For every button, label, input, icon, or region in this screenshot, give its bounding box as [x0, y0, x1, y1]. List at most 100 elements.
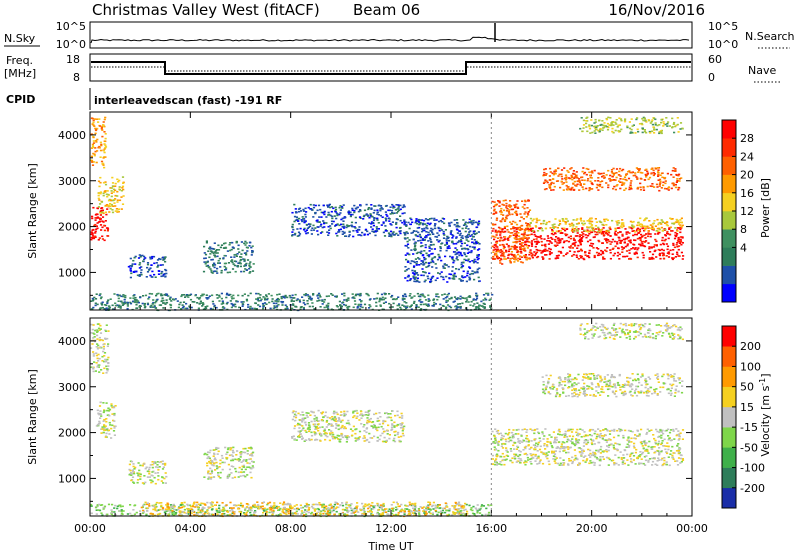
range-gate-cell — [280, 296, 283, 298]
range-gate-cell — [652, 169, 655, 172]
range-gate-cell — [359, 209, 362, 211]
freq-label-line2: [MHz] — [4, 67, 36, 80]
range-gate-cell — [403, 511, 406, 514]
range-gate-cell — [595, 231, 599, 234]
range-gate-cell — [611, 175, 614, 178]
range-gate-cell — [353, 209, 356, 212]
range-gate-cell — [435, 219, 438, 221]
range-gate-cell — [673, 222, 676, 224]
range-gate-cell — [245, 252, 248, 254]
range-gate-cell — [663, 239, 666, 242]
range-gate-cell — [101, 238, 104, 240]
range-gate-cell — [552, 182, 555, 185]
range-gate-cell — [602, 256, 605, 258]
range-gate-cell — [403, 509, 406, 512]
range-gate-cell — [392, 302, 395, 305]
range-gate-cell — [124, 294, 127, 297]
range-gate-cell — [293, 215, 297, 218]
range-gate-cell — [560, 232, 563, 234]
range-gate-cell — [478, 243, 481, 245]
range-gate-cell — [555, 230, 558, 233]
range-gate-cell — [400, 308, 403, 310]
range-gate-cell — [369, 215, 372, 217]
range-gate-cell — [162, 256, 165, 259]
range-gate-cell — [499, 244, 502, 246]
range-gate-cell — [465, 299, 469, 301]
range-gate-cell — [498, 250, 501, 252]
range-gate-cell — [241, 506, 244, 508]
range-gate-cell — [605, 239, 608, 242]
range-gate-cell — [354, 514, 357, 516]
range-gate-cell — [238, 261, 241, 264]
range-gate-cell — [452, 301, 455, 303]
range-gate-cell — [417, 218, 420, 221]
range-gate-cell — [629, 184, 632, 186]
range-gate-cell — [600, 249, 603, 252]
range-gate-cell — [380, 224, 383, 226]
range-gate-cell — [628, 170, 631, 173]
range-gate-cell — [356, 502, 359, 504]
range-gate-cell — [417, 221, 420, 223]
range-gate-cell — [496, 248, 499, 250]
range-gate-cell — [203, 252, 206, 254]
range-gate-cell — [645, 240, 648, 242]
range-gate-cell — [572, 224, 575, 226]
range-gate-cell — [431, 266, 434, 268]
range-gate-cell — [160, 294, 163, 297]
range-gate-cell — [571, 178, 574, 181]
range-gate-cell — [90, 300, 93, 302]
range-gate-cell — [141, 254, 144, 257]
range-gate-cell — [228, 243, 231, 246]
range-gate-cell — [610, 171, 613, 173]
range-gate-cell — [292, 304, 295, 307]
range-gate-cell — [172, 503, 175, 506]
range-gate-cell — [339, 504, 342, 507]
range-gate-cell — [628, 186, 631, 189]
range-gate-cell — [603, 220, 606, 223]
range-gate-cell — [248, 264, 251, 267]
range-gate-cell — [503, 239, 506, 241]
range-gate-cell — [553, 223, 556, 226]
range-gate-cell — [366, 510, 370, 513]
range-gate-cell — [111, 209, 114, 211]
range-gate-cell — [622, 255, 625, 258]
range-gate-cell — [204, 263, 207, 265]
range-gate-cell — [101, 504, 104, 506]
range-gate-cell — [530, 240, 534, 242]
range-gate-cell — [680, 177, 683, 179]
range-gate-cell — [97, 194, 100, 197]
range-gate-cell — [179, 301, 182, 304]
range-gate-cell — [659, 182, 662, 184]
range-gate-cell — [161, 299, 164, 302]
range-gate-cell — [98, 145, 101, 148]
range-gate-cell — [165, 301, 169, 304]
range-gate-cell — [325, 304, 328, 307]
range-gate-cell — [110, 195, 113, 198]
range-gate-cell — [356, 306, 359, 308]
range-gate-cell — [472, 260, 476, 262]
range-gate-cell — [129, 297, 132, 299]
cpid-text: interleavedscan (fast) -191 RF — [94, 94, 282, 107]
range-gate-cell — [511, 213, 514, 216]
range-gate-cell — [306, 294, 309, 296]
range-gate-cell — [566, 252, 569, 254]
range-gate-cell — [440, 275, 443, 278]
range-gate-cell — [107, 503, 111, 506]
range-gate-cell — [413, 261, 416, 264]
range-gate-cell — [448, 513, 451, 516]
range-gate-cell — [572, 219, 575, 221]
range-gate-cell — [274, 300, 277, 302]
range-gate-cell — [349, 213, 353, 216]
range-gate-cell — [445, 249, 448, 252]
range-gate-cell — [609, 228, 612, 231]
range-gate-cell — [161, 270, 164, 273]
range-gate-cell — [632, 230, 635, 232]
range-gate-cell — [409, 278, 412, 280]
range-gate-cell — [263, 297, 266, 300]
range-gate-cell — [196, 302, 199, 304]
range-gate-cell — [590, 124, 593, 127]
range-gate-cell — [418, 223, 421, 226]
range-gate-cell — [434, 507, 437, 509]
range-gate-cell — [326, 308, 330, 310]
range-gate-cell — [672, 176, 675, 178]
